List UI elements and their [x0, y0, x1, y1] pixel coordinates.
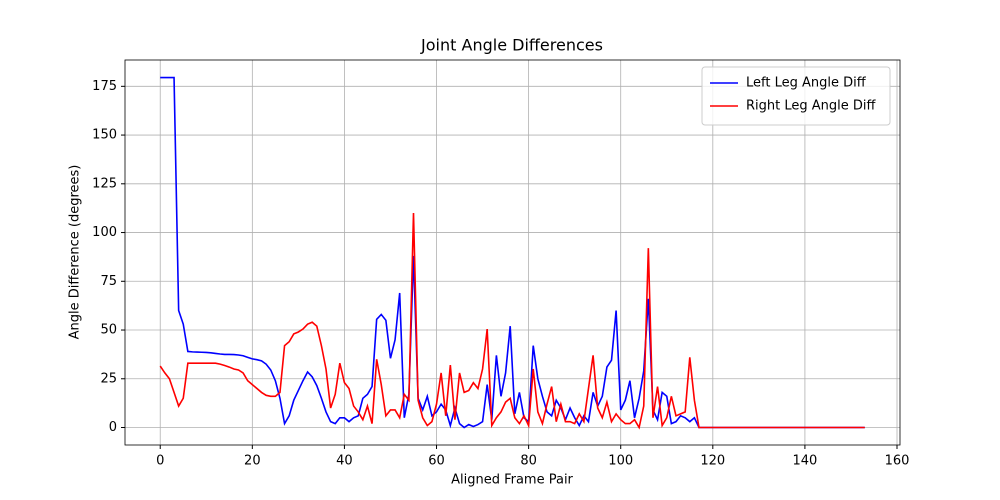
legend-box	[701, 66, 891, 126]
y-tick-label: 25	[100, 371, 117, 386]
y-axis-label: Angle Difference (degrees)	[68, 165, 83, 340]
y-tick-label: 50	[100, 323, 117, 338]
plot-frame	[124, 59, 901, 446]
x-tick-label: 160	[885, 454, 910, 469]
x-tick-label: 100	[608, 454, 633, 469]
y-tick-label: 0	[109, 420, 117, 435]
legend-label: Right Leg Angle Diff	[746, 99, 877, 114]
y-tick-label: 75	[100, 274, 117, 289]
chart-title: Joint Angle Differences	[420, 36, 603, 55]
x-axis-label: Aligned Frame Pair	[451, 473, 573, 488]
y-tick-label: 150	[92, 128, 117, 143]
y-tick-label: 100	[92, 225, 117, 240]
x-tick-label: 120	[700, 454, 725, 469]
legend-label: Left Leg Angle Diff	[746, 76, 867, 91]
x-tick-label: 60	[428, 454, 445, 469]
x-tick-label: 0	[156, 454, 164, 469]
x-tick-label: 40	[336, 454, 353, 469]
x-tick-label: 140	[792, 454, 817, 469]
y-tick-label: 125	[92, 176, 117, 191]
x-tick-label: 20	[244, 454, 261, 469]
data-line	[159, 213, 865, 430]
x-tick-label: 80	[520, 454, 537, 469]
y-tick-label: 175	[92, 79, 117, 94]
